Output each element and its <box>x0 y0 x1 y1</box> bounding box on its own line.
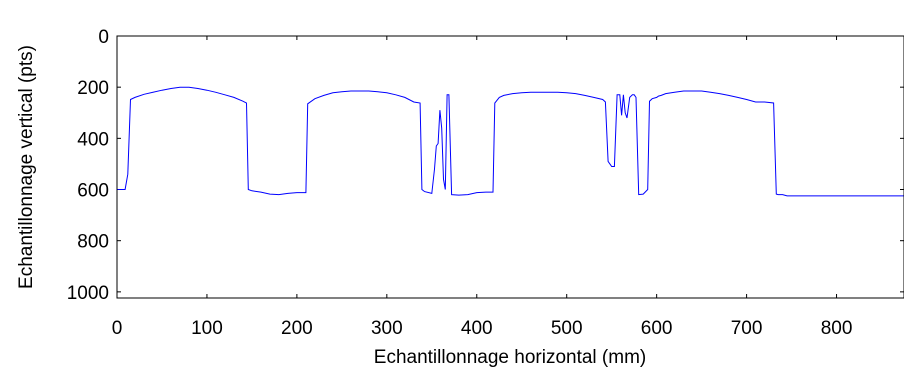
y-tick-label-1: 200 <box>77 78 109 99</box>
x-tick-label-4: 400 <box>461 318 493 339</box>
x-tick-label-6: 600 <box>641 318 673 339</box>
plot-area-frame <box>116 35 904 299</box>
y-tick-label-2: 400 <box>77 129 109 150</box>
x-tick-label-3: 300 <box>371 318 403 339</box>
tick-labels: 0 100 200 300 400 500 600 700 800 0 200 400 600 800 10… <box>67 27 853 339</box>
y-axis-label: Echantillonnage vertical (pts) <box>16 45 37 289</box>
y-tick-label-0: 0 <box>98 27 109 48</box>
y-tick-label-4: 800 <box>77 232 109 253</box>
series-line <box>117 86 904 197</box>
x-tick-label-1: 100 <box>191 318 223 339</box>
x-tick-label-5: 500 <box>551 318 583 339</box>
x-axis-label: Echantillonnage horizontal (mm) <box>374 347 646 368</box>
y-tick-label-3: 600 <box>77 181 109 202</box>
x-tick-label-7: 700 <box>731 318 763 339</box>
x-tick-label-2: 200 <box>281 318 313 339</box>
x-tick-label-8: 800 <box>821 318 853 339</box>
axis-ticks <box>116 35 904 298</box>
x-tick-label-0: 0 <box>112 318 123 339</box>
y-tick-label-5: 1000 <box>67 283 109 304</box>
